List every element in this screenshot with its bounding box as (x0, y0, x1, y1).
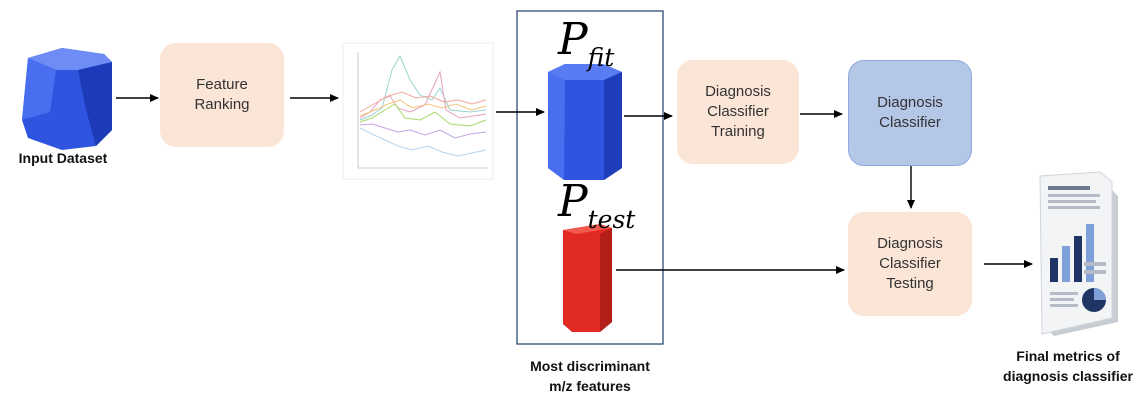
features-caption: Most discriminant m/z features (530, 358, 650, 394)
blue-prism-icon (548, 64, 622, 180)
spectra-plot-icon (342, 42, 494, 180)
red-prism-icon (563, 224, 612, 332)
final-metrics-caption: Final metrics of diagnosis classifier (1003, 348, 1133, 384)
report-document-icon (1039, 171, 1118, 336)
blue-cube-icon (22, 48, 112, 150)
p-fit-label: Pfit (558, 14, 615, 72)
features-frame (516, 10, 664, 345)
feature-ranking-box: Feature Ranking (160, 43, 284, 147)
input-dataset-label: Input Dataset (18, 150, 108, 166)
testing-box: Diagnosis Classifier Testing (848, 212, 972, 316)
p-test-label: Ptest (558, 176, 636, 234)
classifier-box: Diagnosis Classifier (848, 60, 972, 166)
training-box: Diagnosis Classifier Training (677, 60, 799, 164)
